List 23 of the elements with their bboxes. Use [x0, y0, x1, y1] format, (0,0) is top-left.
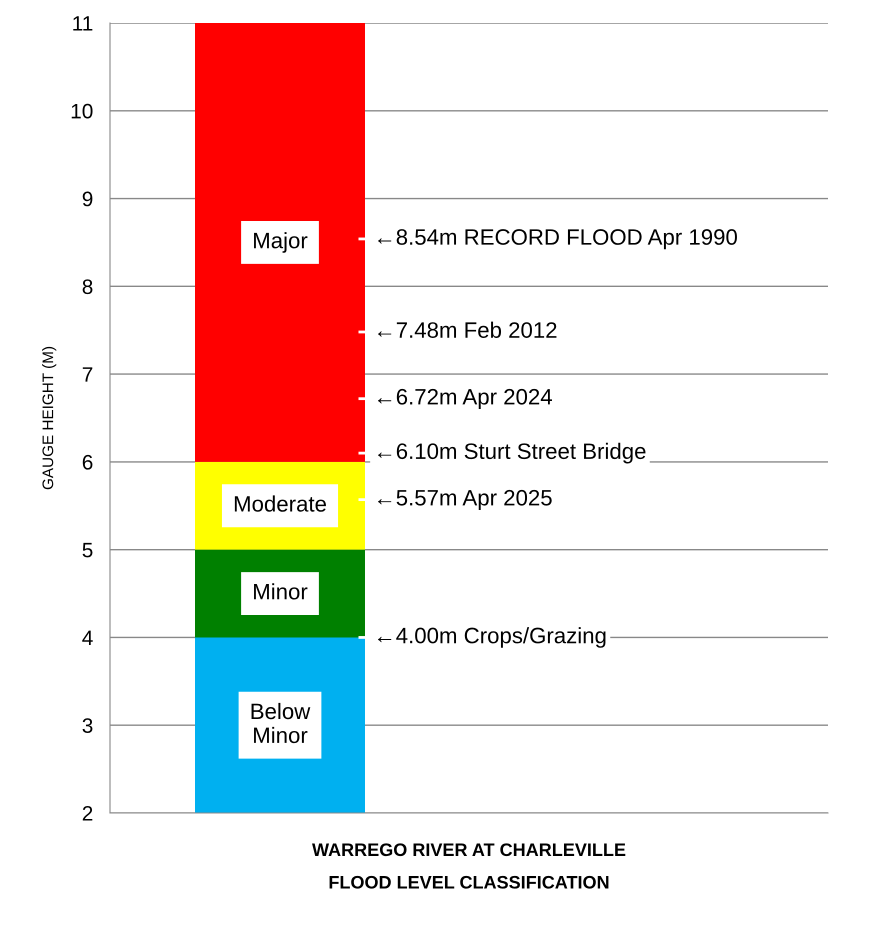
- y-tick-label: 2: [82, 806, 92, 821]
- ref-line-label: ←4.00m Crops/Grazing: [378, 627, 606, 648]
- y-tick-label: 5: [82, 542, 92, 558]
- series-label: Moderate: [234, 495, 326, 512]
- ref-line-label: ←6.72m Apr 2024: [378, 388, 552, 410]
- ref-line-label: ←5.57m Apr 2025: [378, 490, 552, 510]
- bar: [195, 23, 365, 462]
- series-label: Major: [254, 232, 308, 253]
- ref-line-label: ←6.10m Sturt Street Bridge: [378, 442, 646, 464]
- y-tick-label: 8: [82, 279, 92, 294]
- series-label: Minor: [254, 583, 308, 600]
- y-tick-label: 6: [82, 454, 92, 470]
- y-axis-title: GAUGE HEIGHT (M): [42, 346, 56, 490]
- ref-line-label: ←7.48m Feb 2012: [378, 322, 556, 338]
- series-label: Below Minor: [252, 702, 310, 744]
- y-tick-label: 3: [82, 718, 92, 733]
- y-tick-label: 11: [73, 16, 92, 31]
- y-tick-label: 7: [82, 367, 92, 382]
- y-tick-label: 10: [72, 104, 93, 119]
- y-tick-label: 4: [82, 630, 93, 645]
- x-axis-title: WARREGO RIVER AT CHARLEVILLE FLOOD LEVEL CLASSIFICATION: [312, 843, 626, 889]
- ref-line-label: ←8.54m RECORD FLOOD Apr 1990: [378, 229, 737, 250]
- y-tick-label: 9: [82, 192, 92, 206]
